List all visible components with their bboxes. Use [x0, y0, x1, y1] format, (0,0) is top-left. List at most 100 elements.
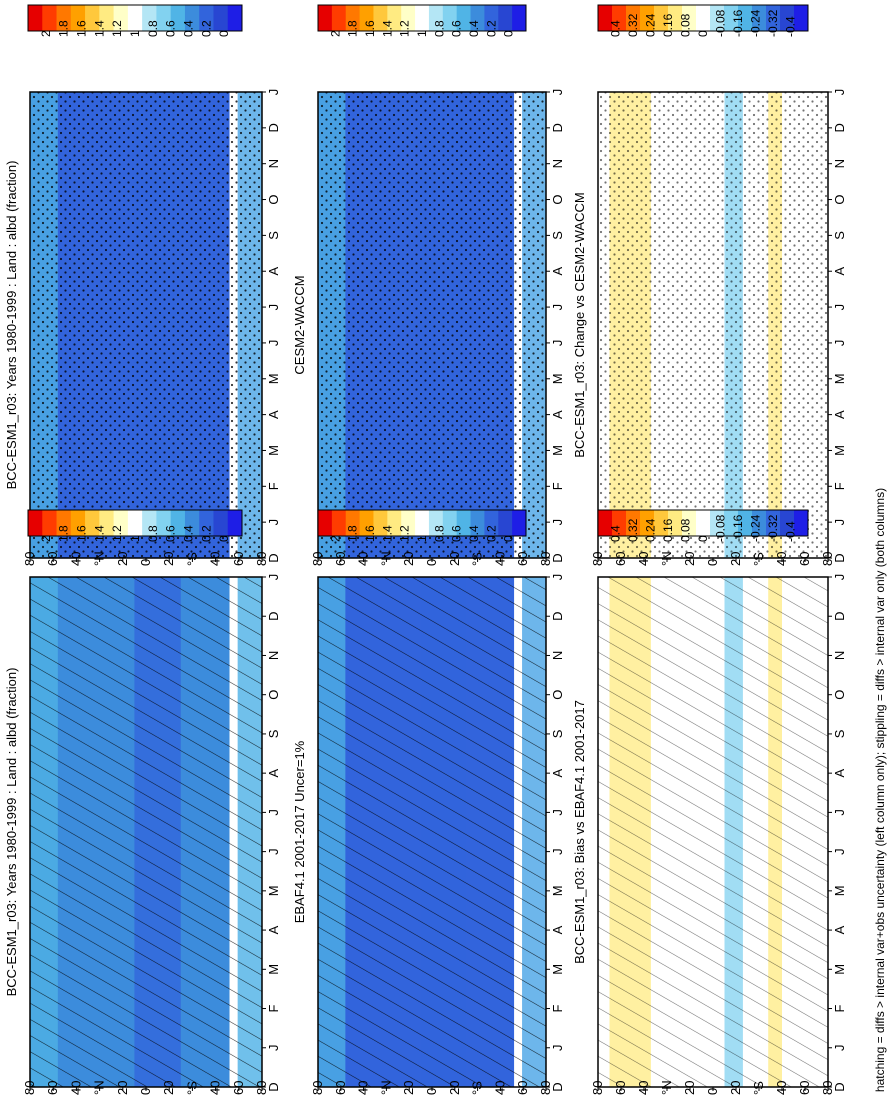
- colorbar-tick-label: 1.8: [346, 20, 360, 37]
- colorbar-tick-label: 1.2: [398, 20, 412, 37]
- colorbar-tick-label: 0.4: [467, 525, 481, 542]
- y-tick-label: 60: [797, 1081, 812, 1095]
- panel-title: BCC-ESM1_r03: Bias vs EBAF4.1 2001-2017: [572, 700, 587, 964]
- colorbar-swatch: [227, 5, 243, 31]
- colorbar-tick-label: 1.8: [346, 525, 360, 542]
- colorbar-swatch: [170, 510, 186, 536]
- colorbar-tick-label: -0.24: [749, 514, 763, 542]
- y-tick-label: 20: [115, 552, 130, 566]
- colorbar-tick-label: 0: [696, 30, 710, 37]
- colorbar-tick-label: 0: [217, 535, 231, 542]
- colorbar-swatch: [442, 5, 458, 31]
- x-tick-label: A: [550, 410, 565, 419]
- colorbar-swatch: [127, 5, 143, 31]
- colorbar-swatch: [415, 510, 430, 536]
- colorbar-swatch: [668, 510, 683, 536]
- x-tick-label: M: [266, 373, 281, 384]
- colorbar-swatch: [724, 510, 739, 536]
- y-tick-label: 80: [590, 1081, 605, 1095]
- y-tick-label: 60: [45, 1081, 60, 1095]
- colorbar-1: 2 1.8 1.6 1.4 1.2 1 0.8 0.6 0.4 0.2 0: [27, 509, 243, 542]
- x-tick-label: S: [550, 729, 565, 738]
- colorbar-tick-label: 0.32: [626, 13, 640, 37]
- colorbar-swatch: [56, 510, 72, 536]
- colorbar-tick-label: 2: [328, 535, 342, 542]
- y-tick-label: °N: [659, 1080, 674, 1095]
- y-tick-label: 60: [231, 1081, 246, 1095]
- colorbar-tick-label: 0.24: [644, 13, 658, 37]
- colorbar-tick-label: 0.6: [164, 20, 178, 37]
- colorbar-tick-label: 0.08: [679, 518, 693, 542]
- colorbar-tick-label: 1.2: [110, 20, 124, 37]
- x-tick-label: D: [550, 612, 565, 621]
- x-tick-label: J: [832, 848, 847, 855]
- colorbar-tick-label: 1.6: [75, 525, 89, 542]
- x-tick-label: D: [550, 553, 565, 562]
- colorbar-swatch: [113, 5, 129, 31]
- colorbar-swatch: [612, 5, 627, 31]
- colorbar-3: 2 1.8 1.6 1.4 1.2 1 0.8 0.6 0.4 0.2 0: [317, 509, 527, 542]
- colorbar-swatch: [484, 5, 499, 31]
- y-tick-label: 60: [613, 1081, 628, 1095]
- colorbar-swatch: [470, 510, 485, 536]
- x-tick-label: D: [266, 553, 281, 562]
- colorbar-swatch: [70, 5, 86, 31]
- x-tick-label: A: [550, 925, 565, 934]
- x-tick-label: S: [266, 231, 281, 240]
- x-tick-label: N: [550, 651, 565, 660]
- colorbar-swatch: [696, 510, 711, 536]
- y-tick-label: 60: [613, 552, 628, 566]
- x-tick-label: J: [266, 340, 281, 347]
- y-tick-label: °N: [92, 551, 107, 566]
- x-tick-label: J: [550, 1045, 565, 1052]
- colorbar-swatch: [199, 510, 214, 536]
- colorbar-swatch: [42, 5, 58, 31]
- colorbar-tick-label: -0.24: [749, 9, 763, 37]
- colorbar-tick-label: 2: [328, 30, 342, 37]
- colorbar-swatch: [401, 5, 416, 31]
- colorbar-tick-label: 0.24: [644, 518, 658, 542]
- colorbar-tick-label: 1.2: [398, 525, 412, 542]
- colorbar-tick-label: 0.16: [661, 13, 675, 37]
- x-tick-label: D: [266, 612, 281, 621]
- colorbar-swatch: [56, 5, 72, 31]
- colorbar-tick-label: 1: [415, 30, 429, 37]
- x-tick-label: O: [832, 690, 847, 700]
- x-tick-label: M: [832, 445, 847, 456]
- hatching-overlay: [318, 577, 546, 1087]
- x-tick-label: O: [832, 194, 847, 204]
- colorbar-swatch: [99, 510, 115, 536]
- colorbar-frame: [27, 4, 243, 32]
- x-tick-label: J: [266, 809, 281, 816]
- colorbar-tick-label: -0.16: [731, 9, 745, 37]
- x-tick-label: J: [550, 304, 565, 311]
- colorbar-swatch: [668, 5, 683, 31]
- colorbar-swatch: [794, 510, 809, 536]
- x-tick-label: A: [550, 768, 565, 777]
- colorbar-4: 2 1.8 1.6 1.4 1.2 1 0.8 0.6 0.4 0.2 0: [317, 4, 527, 37]
- colorbar-swatch: [113, 510, 129, 536]
- x-tick-label: J: [832, 574, 847, 581]
- colorbar-swatch: [640, 510, 655, 536]
- x-tick-label: O: [266, 690, 281, 700]
- x-tick-label: A: [550, 267, 565, 276]
- colorbar-tick-label: 2: [39, 535, 53, 542]
- x-tick-label: J: [550, 574, 565, 581]
- x-tick-label: A: [832, 768, 847, 777]
- colorbar-tick-label: 0.8: [146, 20, 160, 37]
- x-tick-label: J: [832, 340, 847, 347]
- colorbar-swatch: [428, 5, 444, 31]
- x-tick-label: A: [832, 410, 847, 419]
- y-tick-label: 80: [538, 1081, 553, 1095]
- y-tick-label: 40: [208, 552, 223, 566]
- y-tick-label: 20: [401, 1081, 416, 1095]
- colorbar-swatch: [752, 510, 767, 536]
- x-tick-label: M: [832, 373, 847, 384]
- colorbar-tick-label: -0.4: [784, 16, 798, 37]
- colorbar-6: 0.4 0.32 0.24 0.16 0.08 0 -0.08 -0.16 -0.24 -0.32…: [597, 4, 809, 37]
- y-tick-label: 60: [333, 1081, 348, 1095]
- x-tick-label: S: [832, 729, 847, 738]
- x-tick-label: S: [550, 231, 565, 240]
- colorbar-swatch: [780, 510, 795, 536]
